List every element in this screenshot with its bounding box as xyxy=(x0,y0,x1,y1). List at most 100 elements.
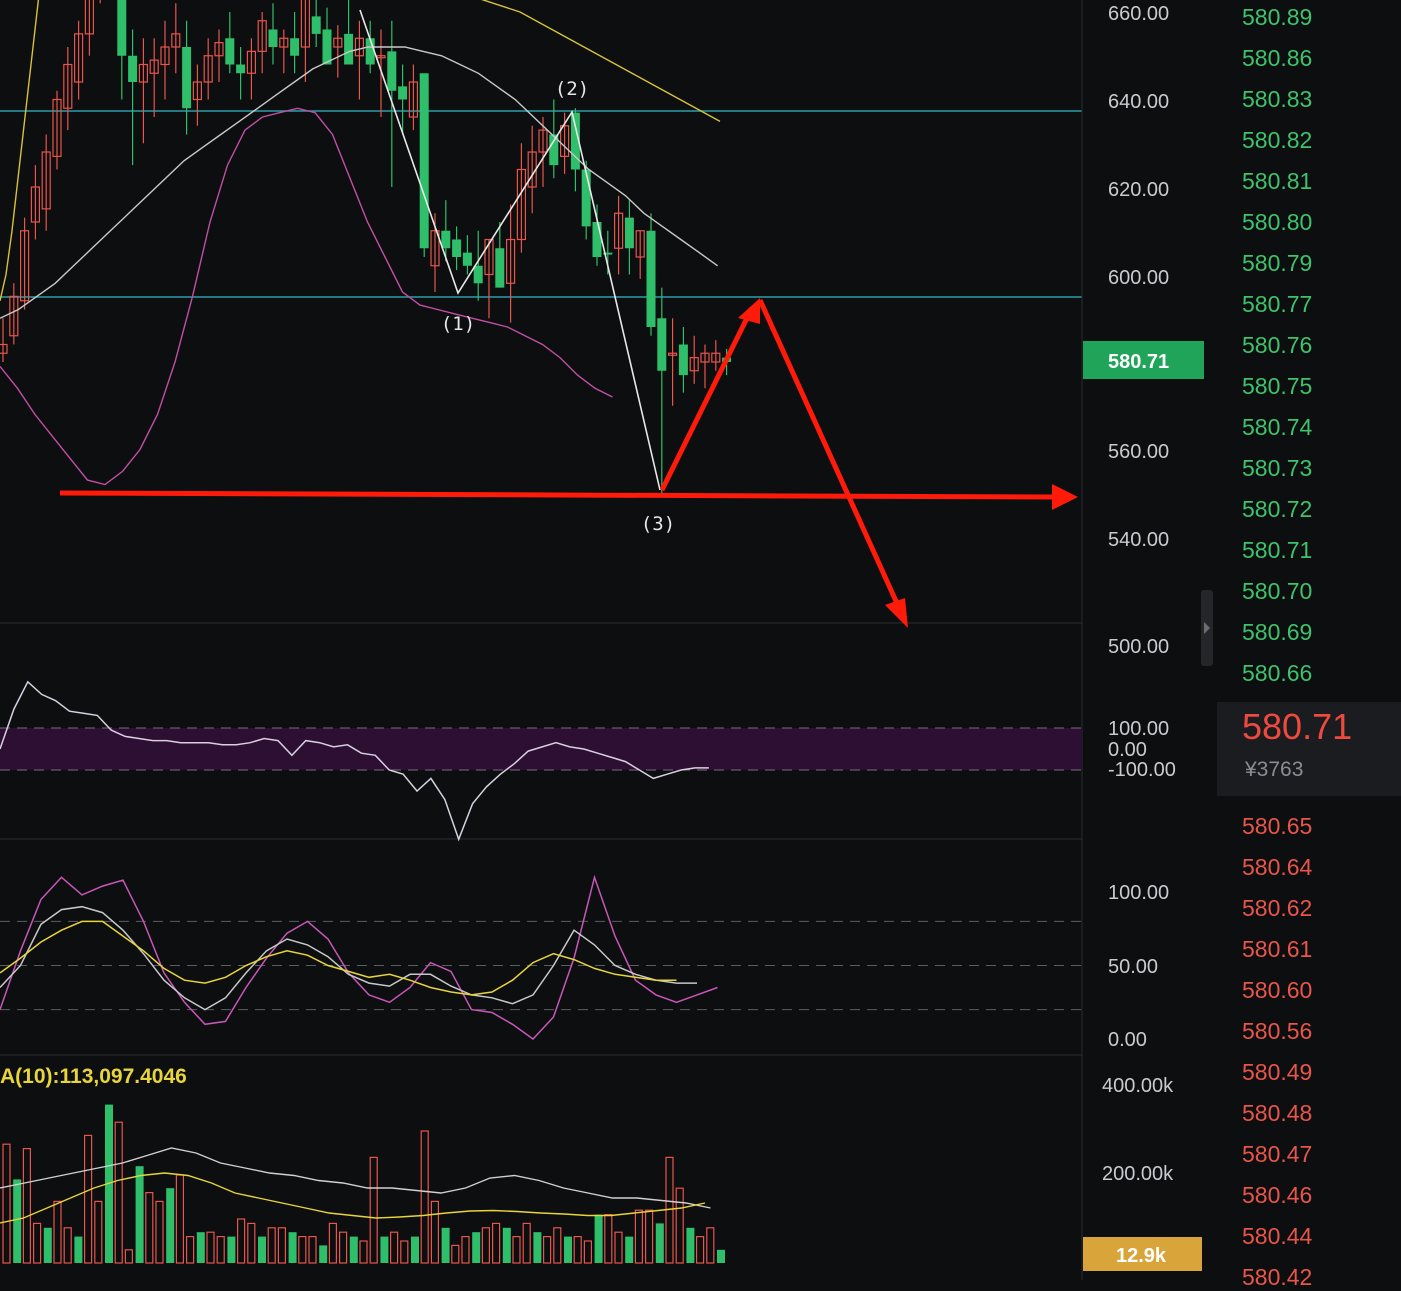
volume-bar xyxy=(308,1235,317,1264)
candle xyxy=(257,12,267,74)
volume-bar xyxy=(400,1240,409,1264)
current-volume-tag-label: 12.9k xyxy=(1116,1245,1167,1267)
ask-price[interactable]: 580.74 xyxy=(1242,414,1313,440)
volume-bar xyxy=(175,1174,184,1264)
ma-line-yellow-right xyxy=(481,0,721,123)
ask-price[interactable]: 580.76 xyxy=(1242,332,1313,358)
ma-line-white xyxy=(0,46,719,319)
bid-price[interactable]: 580.62 xyxy=(1242,895,1313,921)
volume-bar xyxy=(512,1235,521,1264)
volume-bar xyxy=(634,1209,644,1264)
candle xyxy=(322,7,332,65)
bid-price[interactable]: 580.60 xyxy=(1242,977,1313,1003)
candle xyxy=(678,327,688,393)
bid-price[interactable]: 580.61 xyxy=(1242,936,1313,962)
candle xyxy=(290,12,300,74)
volume-bar xyxy=(13,1179,22,1263)
ask-price[interactable]: 580.86 xyxy=(1242,45,1313,71)
candle xyxy=(700,344,710,389)
candle xyxy=(398,64,408,135)
volume-bar xyxy=(339,1231,348,1264)
volume-bar xyxy=(502,1227,511,1263)
candle xyxy=(41,134,51,231)
candle xyxy=(268,3,278,65)
ask-price[interactable]: 580.81 xyxy=(1242,168,1313,194)
volume-panel: A(10):113,097.4046 xyxy=(0,1065,725,1264)
price-panel[interactable]: (1) (2) (3) xyxy=(0,0,1082,535)
ask-price[interactable]: 580.79 xyxy=(1242,250,1313,276)
volume-bar xyxy=(237,1218,246,1264)
oscillator-2-line xyxy=(0,920,677,996)
volume-bar xyxy=(441,1227,450,1263)
volume-bar xyxy=(655,1223,664,1263)
candle xyxy=(160,20,170,100)
candle xyxy=(333,25,343,78)
candle xyxy=(441,200,451,262)
order-book: 580.89 580.86 580.83 580.82 580.81 580.80 580.… xyxy=(1217,0,1401,1290)
ask-price[interactable]: 580.89 xyxy=(1242,4,1313,30)
bid-price[interactable]: 580.48 xyxy=(1242,1100,1313,1126)
candle xyxy=(300,0,310,82)
bid-price[interactable]: 580.47 xyxy=(1242,1141,1313,1167)
price-axis: 660.00 640.00 620.00 600.00 560.00 540.00 580.… xyxy=(1083,3,1204,1271)
ask-price[interactable]: 580.70 xyxy=(1242,578,1313,604)
ask-price[interactable]: 580.82 xyxy=(1242,127,1313,153)
last-price-cny: ¥3763 xyxy=(1245,758,1304,781)
oscillator-2-line xyxy=(0,905,697,1011)
ma-line-pink xyxy=(0,107,613,486)
candle xyxy=(138,38,148,144)
candle xyxy=(354,20,364,100)
candle xyxy=(0,318,8,362)
volume-bar xyxy=(390,1231,399,1264)
volume-tick: 200.00k xyxy=(1102,1163,1174,1185)
volume-bar xyxy=(135,1166,144,1263)
ask-price[interactable]: 580.75 xyxy=(1242,373,1313,399)
candle xyxy=(279,29,289,74)
volume-bar xyxy=(380,1236,389,1263)
volume-bar xyxy=(63,1227,72,1264)
candle xyxy=(192,64,202,126)
volume-bar xyxy=(94,1200,103,1264)
candle xyxy=(624,200,634,275)
volume-bar xyxy=(564,1236,572,1263)
volume-bar xyxy=(114,1121,123,1264)
candle xyxy=(452,226,462,271)
pattern-label: (3) xyxy=(641,513,675,535)
volume-bar xyxy=(553,1227,562,1264)
ask-price[interactable]: 580.72 xyxy=(1242,496,1313,522)
projection-up xyxy=(659,306,755,492)
oscillator-1-tick: 100.00 xyxy=(1108,718,1169,740)
candle xyxy=(236,47,246,100)
price-tick-label: 660.00 xyxy=(1108,3,1169,25)
chart-area[interactable]: (1) (2) (3) A(10):113,097.4046 660.00 640.0… xyxy=(0,0,1217,1280)
candle xyxy=(128,29,138,166)
candle xyxy=(9,283,19,345)
ask-price[interactable]: 580.83 xyxy=(1242,86,1313,112)
volume-bar xyxy=(542,1235,552,1264)
pattern-label: (1) xyxy=(441,313,475,335)
bid-price[interactable]: 580.49 xyxy=(1242,1059,1313,1085)
ask-price[interactable]: 580.80 xyxy=(1242,209,1313,235)
volume-bar xyxy=(186,1235,195,1264)
volume-bar xyxy=(686,1227,695,1263)
collapse-handle-icon[interactable] xyxy=(1201,590,1213,666)
ask-price[interactable]: 580.73 xyxy=(1242,455,1313,481)
bid-price[interactable]: 580.42 xyxy=(1242,1264,1313,1290)
ask-price[interactable]: 580.71 xyxy=(1242,537,1313,563)
candle xyxy=(117,0,127,100)
bid-price[interactable]: 580.64 xyxy=(1242,854,1313,880)
ask-price[interactable]: 580.69 xyxy=(1242,619,1313,645)
volume-bar xyxy=(420,1130,429,1264)
candle xyxy=(516,143,527,253)
ask-price[interactable]: 580.66 xyxy=(1242,660,1313,686)
volume-bar xyxy=(349,1236,358,1263)
bid-price[interactable]: 580.44 xyxy=(1242,1223,1313,1249)
bid-price[interactable]: 580.56 xyxy=(1242,1018,1313,1044)
ask-price[interactable]: 580.77 xyxy=(1242,291,1313,317)
candle xyxy=(30,165,40,240)
pattern-zigzag xyxy=(359,9,661,491)
bid-price[interactable]: 580.65 xyxy=(1242,813,1313,839)
bid-price[interactable]: 580.46 xyxy=(1242,1182,1313,1208)
volume-bar xyxy=(247,1222,256,1264)
oscillator-2-tick: 100.00 xyxy=(1108,882,1169,904)
